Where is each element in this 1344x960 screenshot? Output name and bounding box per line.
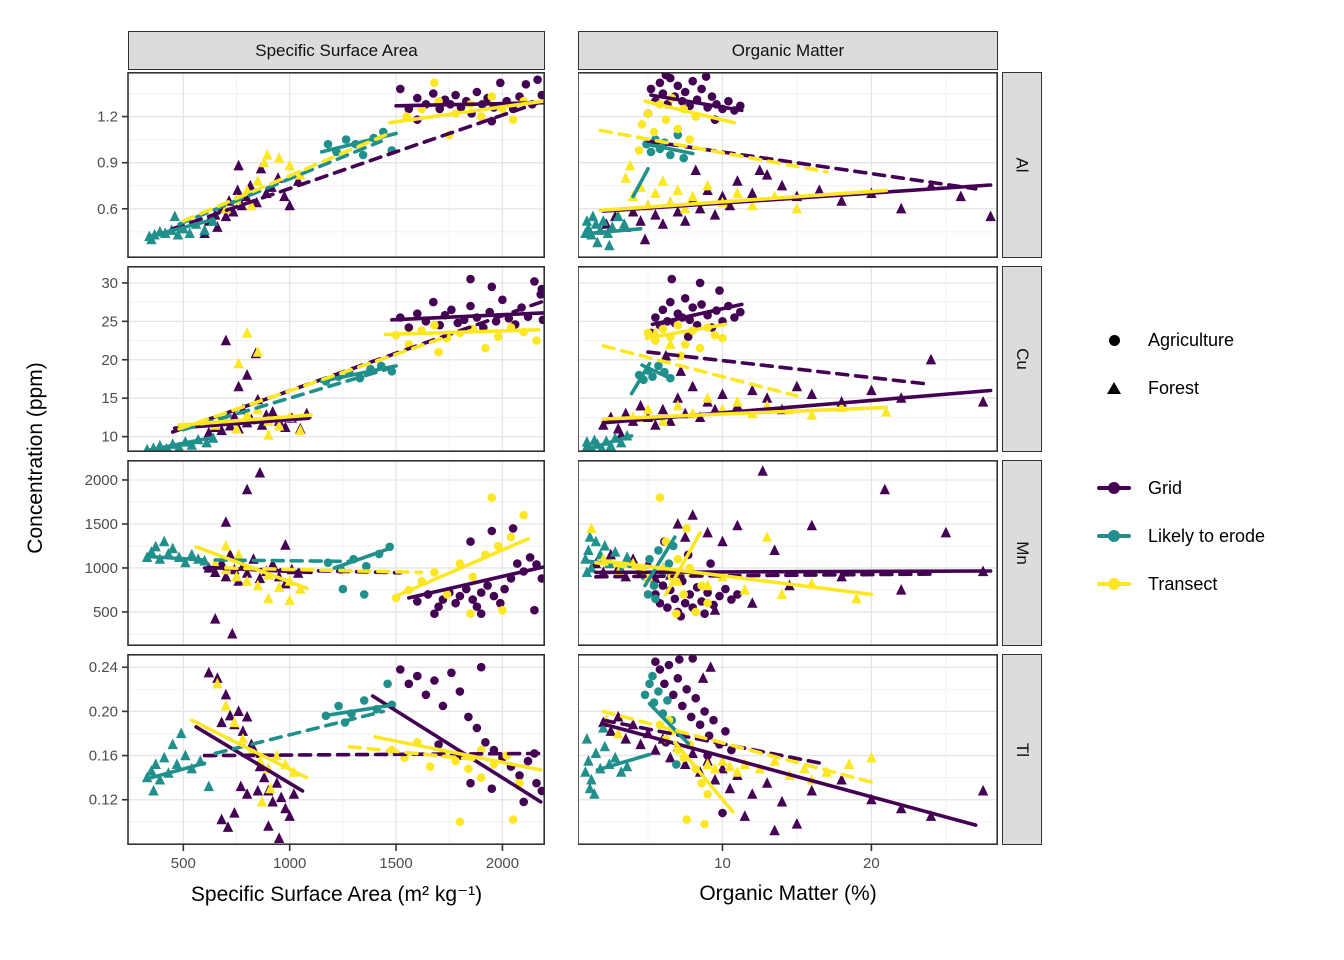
facet-column-strip-om: Organic Matter [578, 31, 998, 70]
svg-text:15: 15 [101, 390, 118, 407]
facet-row-strip-al: Al [1002, 72, 1042, 258]
facet-row-label: Mn [1013, 541, 1032, 565]
svg-text:20: 20 [101, 352, 118, 369]
panel-svg: 0.12 0.16 0.20 0.24 500 1000 1500 2000 [89, 654, 547, 872]
panel-cu-om [577, 266, 999, 457]
panel-svg: 10 20 [577, 654, 999, 872]
legend-label: Grid [1148, 477, 1183, 498]
facet-column-label: Organic Matter [731, 40, 845, 60]
svg-text:2000: 2000 [85, 472, 118, 489]
legend-color-group: Grid Likely to erode Transect [1096, 474, 1265, 598]
panel-mn-ssa: 500 1000 1500 2000 [70, 460, 547, 651]
facet-column-label: Specific Surface Area [255, 40, 418, 60]
panel-al-om [577, 70, 999, 263]
triangle-marker-icon [1107, 382, 1121, 394]
svg-text:10: 10 [101, 429, 118, 446]
svg-text:20: 20 [863, 855, 880, 872]
svg-text:10: 10 [714, 855, 731, 872]
svg-text:1000: 1000 [273, 855, 306, 872]
x-axis-title-om: Organic Matter (%) [699, 882, 877, 905]
svg-text:1500: 1500 [379, 855, 412, 872]
legend-item-agriculture: Agriculture [1096, 326, 1234, 354]
svg-text:0.9: 0.9 [97, 155, 118, 172]
panel-svg [577, 70, 999, 258]
legend-item-transect: Transect [1096, 570, 1265, 598]
legend-label: Likely to erode [1148, 525, 1266, 546]
legend-item-grid: Grid [1096, 474, 1265, 502]
svg-text:500: 500 [93, 604, 118, 621]
svg-text:500: 500 [171, 855, 196, 872]
svg-text:1000: 1000 [85, 560, 118, 577]
panel-mn-om [577, 460, 999, 651]
line-swatch-icon [1097, 482, 1131, 494]
svg-text:0.16: 0.16 [89, 748, 118, 765]
legend-item-likely-to-erode: Likely to erode [1096, 522, 1265, 550]
legend-label: Transect [1148, 573, 1218, 594]
panel-tl-om: 10 20 [577, 654, 999, 878]
legend-item-forest: Forest [1096, 374, 1234, 402]
svg-text:0.20: 0.20 [89, 703, 118, 720]
y-axis-title: Concentration (ppm) [24, 362, 47, 554]
facet-row-label: Tl [1012, 742, 1032, 757]
facet-column-strip-ssa: Specific Surface Area [128, 31, 545, 70]
panel-svg: 10 15 20 25 30 [101, 266, 548, 456]
panel-svg [577, 266, 999, 456]
svg-text:25: 25 [101, 313, 118, 330]
facet-row-label: Cu [1012, 348, 1032, 370]
panel-al-ssa: 0.6 0.9 1.2 [70, 72, 547, 263]
panel-cu-ssa: 10 15 20 25 30 [70, 266, 548, 457]
facet-row-strip-mn: Mn [1002, 460, 1042, 646]
circle-marker-icon [1108, 334, 1120, 346]
legend-label: Forest [1148, 377, 1200, 398]
panel-svg: 0.6 0.9 1.2 [97, 72, 547, 258]
x-axis-title-ssa: Specific Surface Area (m² kg⁻¹) [190, 883, 483, 906]
facet-row-strip-cu: Cu [1002, 266, 1042, 452]
svg-text:30: 30 [101, 275, 118, 292]
panel-tl-ssa: 0.12 0.16 0.20 0.24 500 1000 1500 2000 [70, 654, 547, 878]
line-swatch-icon [1097, 578, 1131, 590]
facet-row-strip-tl: Tl [1002, 654, 1042, 845]
svg-text:0.24: 0.24 [89, 659, 118, 676]
legend-label: Agriculture [1148, 329, 1235, 350]
panel-svg [577, 460, 999, 646]
line-swatch-icon [1097, 530, 1131, 542]
svg-text:2000: 2000 [486, 855, 519, 872]
svg-text:0.6: 0.6 [97, 201, 118, 218]
svg-text:1.2: 1.2 [97, 109, 118, 126]
panel-svg: 500 1000 1500 2000 [85, 460, 547, 646]
legend-shape-group: Agriculture Forest [1096, 326, 1234, 402]
facet-row-label: Al [1013, 157, 1032, 173]
svg-text:0.12: 0.12 [89, 792, 118, 809]
svg-text:1500: 1500 [85, 516, 118, 533]
